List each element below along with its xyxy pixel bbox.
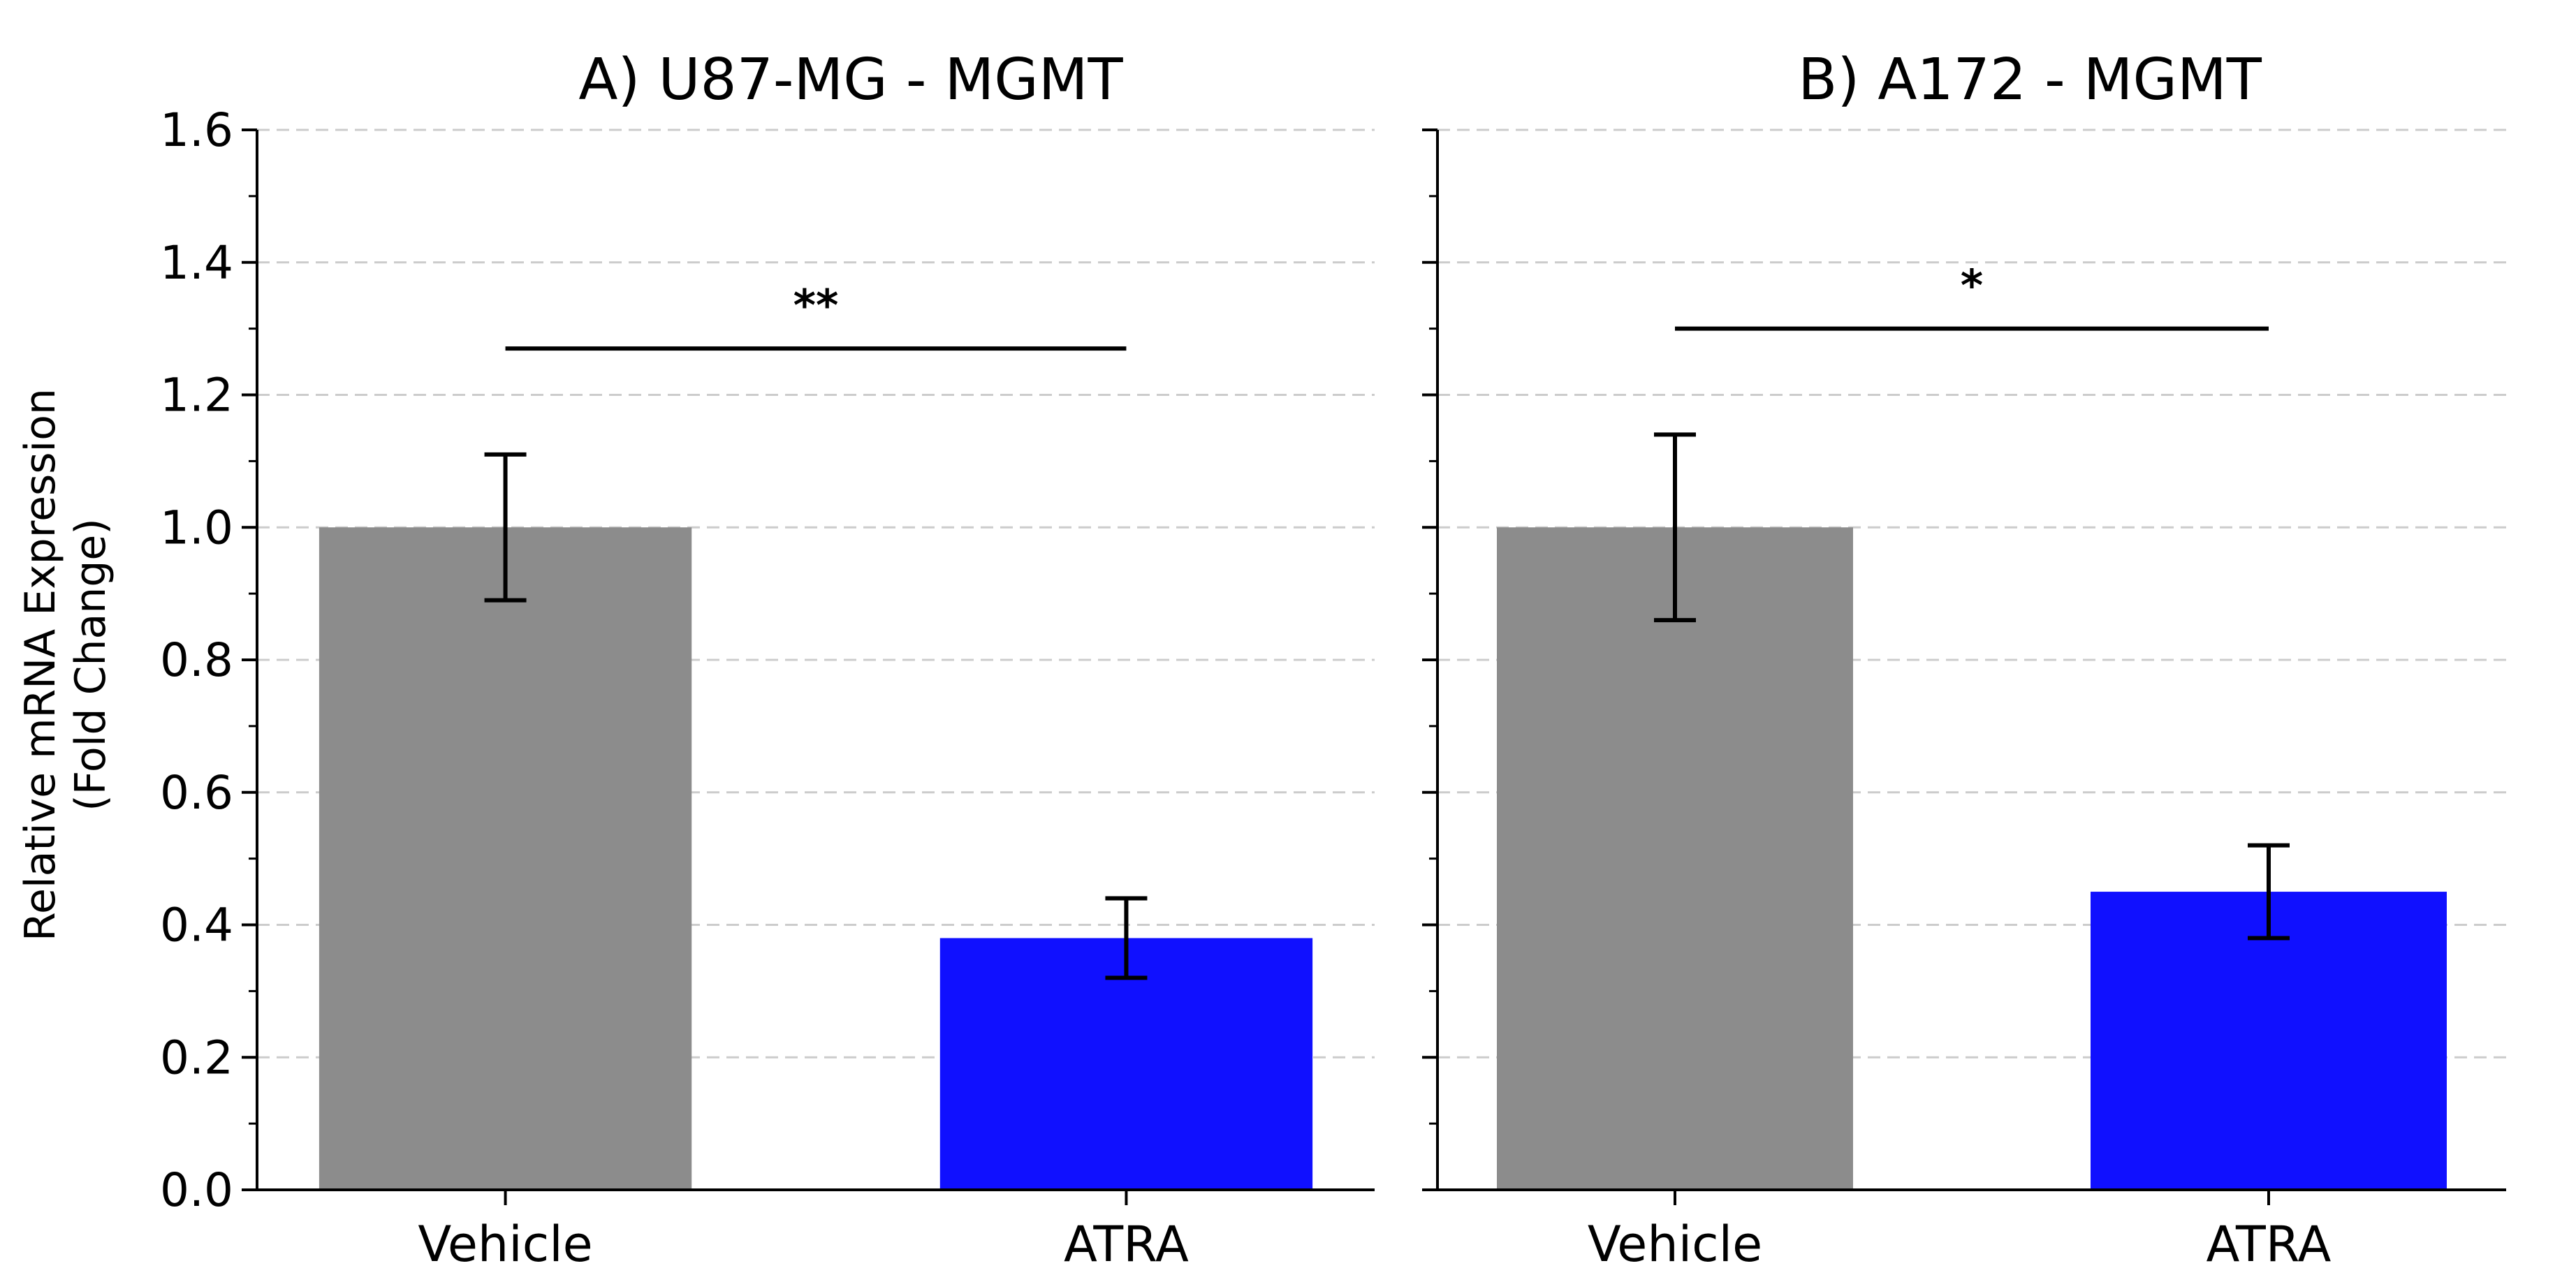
x-tick-label-atra: ATRA xyxy=(2207,1216,2332,1273)
y-tick-label: 0.8 xyxy=(160,633,233,687)
panel-b: * Vehicle ATRA xyxy=(1422,128,2506,1273)
panel-a-title: A) U87-MG - MGMT xyxy=(578,47,1123,113)
panel-a: ** 0.0 0.2 0.4 0.6 0.8 1.0 1.2 1.4 1.6 Vehicle ATRA xyxy=(160,103,1375,1273)
bar-vehicle xyxy=(1497,527,1853,1190)
y-tick-label: 1.4 xyxy=(160,236,233,290)
bar-atra xyxy=(2091,892,2447,1190)
significance-label: ** xyxy=(793,280,839,331)
y-tick-label: 0.4 xyxy=(160,899,233,952)
y-axis-label-line-1: Relative mRNA Expression xyxy=(16,388,65,941)
x-tick-label-vehicle: Vehicle xyxy=(1588,1216,1762,1273)
y-tick-label: 1.0 xyxy=(160,501,233,554)
significance-label: * xyxy=(1961,260,1983,311)
bar-atra xyxy=(939,938,1313,1190)
y-tick-label: 0.2 xyxy=(160,1031,233,1084)
y-axis-label-line-2: (Fold Change) xyxy=(66,518,115,811)
bar-vehicle xyxy=(319,527,692,1190)
y-tick-label: 0.0 xyxy=(160,1163,233,1217)
x-tick-label-vehicle: Vehicle xyxy=(418,1216,592,1273)
x-tick-label-atra: ATRA xyxy=(1064,1216,1189,1273)
y-tick-label: 0.6 xyxy=(160,766,233,820)
panel-b-title: B) A172 - MGMT xyxy=(1798,47,2262,113)
y-tick-label: 1.2 xyxy=(160,369,233,422)
y-tick-label: 1.6 xyxy=(160,103,233,157)
